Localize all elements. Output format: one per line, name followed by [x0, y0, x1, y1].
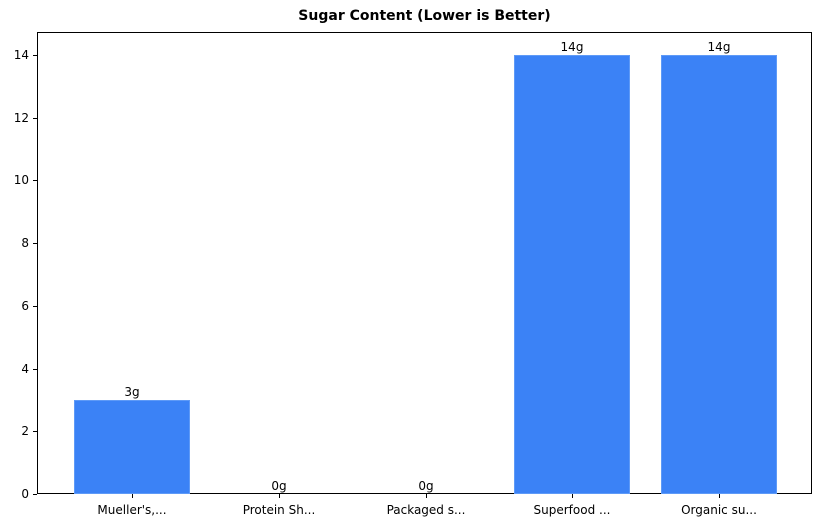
bar-value-label: 0g	[418, 479, 434, 493]
bar-value-label: 3g	[124, 385, 140, 399]
bar-muellers	[74, 400, 190, 494]
plot-area	[37, 32, 812, 494]
bar-organic	[661, 55, 777, 494]
bar-value-label: 14g	[560, 40, 584, 54]
bar-value-label: 14g	[707, 40, 731, 54]
bar-value-label: 0g	[271, 479, 287, 493]
bar-superfood	[514, 55, 630, 494]
chart-title: Sugar Content (Lower is Better)	[298, 8, 551, 24]
